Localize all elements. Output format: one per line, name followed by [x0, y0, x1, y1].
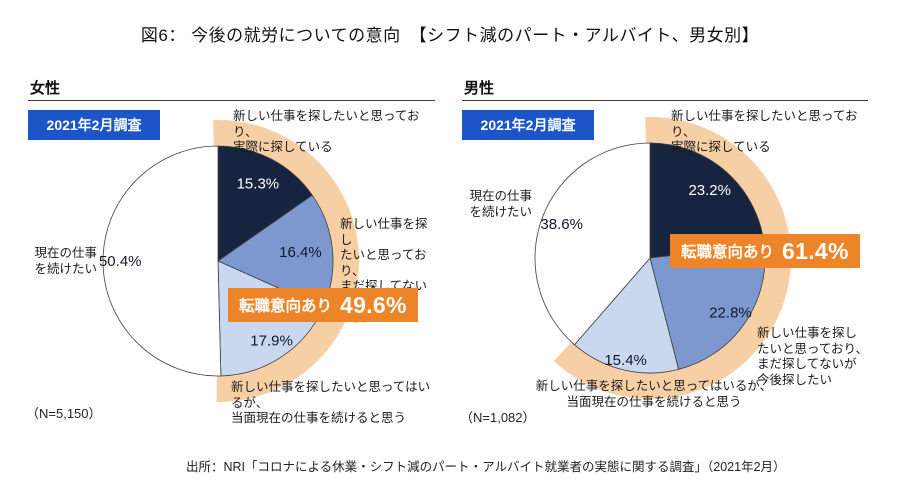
- highlight-arc: [213, 120, 359, 402]
- slice-value-label: 38.6%: [540, 216, 583, 233]
- pie-slice: [217, 145, 313, 262]
- figure-title: 図6： 今後の就労についての意向 【シフト減のパート・アルバイト、男女別】: [140, 26, 760, 45]
- slice-label-continue: 現在の仕事 を続けたい: [34, 246, 97, 276]
- highlight-value: 49.6%: [340, 291, 407, 318]
- source-note: 出所：NRI「コロナによる休業・シフト減のパート・アルバイト就業者の実態に関する…: [186, 460, 786, 474]
- slice-label-continue-for-now: 新しい仕事を探したいと思ってはいるが、 当面現在の仕事を続けると思う: [535, 379, 773, 409]
- slice-value-label: 22.8%: [709, 304, 752, 321]
- slice-value-label: 15.3%: [237, 175, 280, 192]
- slice-label-continue-for-now: 新しい仕事を探したいと思ってはいるが、 当面現在の仕事を続けると思う: [231, 380, 431, 425]
- group-title-women: 女性: [30, 80, 61, 97]
- highlight-badge-women: 転職意向あり 49.6%: [228, 288, 418, 322]
- slice-label-searching: 新しい仕事を探したいと思っており、 実際に探している: [671, 109, 858, 154]
- pie-chart-women: 15.3% 16.4% 17.9% 50.4%: [99, 120, 359, 402]
- pie-slice: [534, 142, 651, 346]
- slice-value-label: 23.2%: [688, 182, 731, 199]
- sample-size-label: （N=5,150）: [26, 406, 102, 421]
- highlight-label: 転職意向あり: [239, 298, 333, 315]
- panel-women: 女性 2021年2月調査 15.3% 16.4% 17.9% 50.4% 新しい仕事を…: [26, 76, 435, 441]
- sample-size-label: （N=1,082）: [460, 410, 536, 425]
- pie-chart-men: 23.2% 22.8% 15.4% 38.6%: [534, 117, 791, 399]
- slice-value-label: 16.4%: [279, 244, 322, 261]
- panel-men: 男性 2021年2月調査 23.2% 22.8% 15.4% 38.6% 新しい仕事を…: [460, 76, 869, 441]
- pie-slice: [102, 145, 222, 377]
- highlight-value: 61.4%: [782, 237, 849, 264]
- slice-value-label: 17.9%: [250, 332, 293, 349]
- slice-label-will-search: 新しい仕事を探し たいと思っており、 まだ探してないが 今後探したい: [757, 326, 869, 387]
- slice-value-label: 15.4%: [604, 352, 647, 369]
- header-rule: [462, 100, 868, 101]
- header-rule: [28, 100, 435, 101]
- pie-slice: [574, 257, 679, 374]
- slice-value-label: 50.4%: [99, 253, 142, 270]
- highlight-badge-men: 転職意向あり 61.4%: [670, 234, 860, 268]
- survey-date-badge: 2021年2月調査: [462, 110, 594, 140]
- survey-date-badge: 2021年2月調査: [28, 110, 160, 140]
- pie-slice: [649, 142, 765, 259]
- group-title-men: 男性: [464, 80, 495, 97]
- highlight-label: 転職意向あり: [681, 244, 775, 261]
- slice-label-continue: 現在の仕事 を続けたい: [469, 189, 532, 219]
- slice-label-searching: 新しい仕事を探したいと思っており、 実際に探している: [233, 109, 420, 154]
